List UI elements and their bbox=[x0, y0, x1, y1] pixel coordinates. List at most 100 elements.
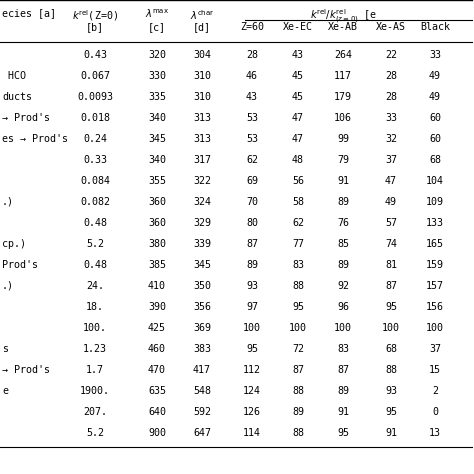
Text: 49: 49 bbox=[429, 71, 441, 81]
Text: 5.2: 5.2 bbox=[86, 239, 104, 249]
Text: 88: 88 bbox=[292, 428, 304, 438]
Text: 157: 157 bbox=[426, 281, 444, 291]
Text: 0.43: 0.43 bbox=[83, 50, 107, 60]
Text: Xe-AB: Xe-AB bbox=[328, 22, 358, 32]
Text: 83: 83 bbox=[337, 344, 349, 354]
Text: 99: 99 bbox=[337, 134, 349, 144]
Text: 15: 15 bbox=[429, 365, 441, 375]
Text: 13: 13 bbox=[429, 428, 441, 438]
Text: 60: 60 bbox=[429, 113, 441, 123]
Text: 109: 109 bbox=[426, 197, 444, 207]
Text: [d]: [d] bbox=[193, 22, 211, 32]
Text: 320: 320 bbox=[148, 50, 166, 60]
Text: 100: 100 bbox=[243, 323, 261, 333]
Text: 104: 104 bbox=[426, 176, 444, 186]
Text: 100: 100 bbox=[334, 323, 352, 333]
Text: 43: 43 bbox=[292, 50, 304, 60]
Text: cp.): cp.) bbox=[2, 239, 26, 249]
Text: 417: 417 bbox=[193, 365, 211, 375]
Text: 96: 96 bbox=[337, 302, 349, 312]
Text: ducts: ducts bbox=[2, 92, 32, 102]
Text: 89: 89 bbox=[337, 260, 349, 270]
Text: 1900.: 1900. bbox=[80, 386, 110, 396]
Text: e: e bbox=[2, 386, 8, 396]
Text: 80: 80 bbox=[246, 218, 258, 228]
Text: Xe-AS: Xe-AS bbox=[376, 22, 406, 32]
Text: 317: 317 bbox=[193, 155, 211, 165]
Text: 48: 48 bbox=[292, 155, 304, 165]
Text: 340: 340 bbox=[148, 113, 166, 123]
Text: 100: 100 bbox=[382, 323, 400, 333]
Text: 28: 28 bbox=[385, 92, 397, 102]
Text: Black: Black bbox=[420, 22, 450, 32]
Text: 91: 91 bbox=[385, 428, 397, 438]
Text: 87: 87 bbox=[385, 281, 397, 291]
Text: 79: 79 bbox=[337, 155, 349, 165]
Text: 592: 592 bbox=[193, 407, 211, 417]
Text: 87: 87 bbox=[246, 239, 258, 249]
Text: 345: 345 bbox=[193, 260, 211, 270]
Text: 635: 635 bbox=[148, 386, 166, 396]
Text: 126: 126 bbox=[243, 407, 261, 417]
Text: 53: 53 bbox=[246, 134, 258, 144]
Text: 28: 28 bbox=[246, 50, 258, 60]
Text: 0.067: 0.067 bbox=[80, 71, 110, 81]
Text: 1.7: 1.7 bbox=[86, 365, 104, 375]
Text: 88: 88 bbox=[292, 281, 304, 291]
Text: 68: 68 bbox=[385, 344, 397, 354]
Text: 89: 89 bbox=[292, 407, 304, 417]
Text: 425: 425 bbox=[148, 323, 166, 333]
Text: 360: 360 bbox=[148, 197, 166, 207]
Text: 87: 87 bbox=[292, 365, 304, 375]
Text: 313: 313 bbox=[193, 113, 211, 123]
Text: 93: 93 bbox=[385, 386, 397, 396]
Text: 89: 89 bbox=[337, 386, 349, 396]
Text: 45: 45 bbox=[292, 92, 304, 102]
Text: 93: 93 bbox=[246, 281, 258, 291]
Text: 322: 322 bbox=[193, 176, 211, 186]
Text: 43: 43 bbox=[246, 92, 258, 102]
Text: 0.082: 0.082 bbox=[80, 197, 110, 207]
Text: 360: 360 bbox=[148, 218, 166, 228]
Text: 313: 313 bbox=[193, 134, 211, 144]
Text: 310: 310 bbox=[193, 92, 211, 102]
Text: 355: 355 bbox=[148, 176, 166, 186]
Text: 28: 28 bbox=[385, 71, 397, 81]
Text: 95: 95 bbox=[385, 302, 397, 312]
Text: 179: 179 bbox=[334, 92, 352, 102]
Text: 18.: 18. bbox=[86, 302, 104, 312]
Text: 81: 81 bbox=[385, 260, 397, 270]
Text: 124: 124 bbox=[243, 386, 261, 396]
Text: 100: 100 bbox=[289, 323, 307, 333]
Text: 87: 87 bbox=[337, 365, 349, 375]
Text: 647: 647 bbox=[193, 428, 211, 438]
Text: 100: 100 bbox=[426, 323, 444, 333]
Text: 68: 68 bbox=[429, 155, 441, 165]
Text: ecies [a]: ecies [a] bbox=[2, 8, 56, 18]
Text: 95: 95 bbox=[385, 407, 397, 417]
Text: 37: 37 bbox=[429, 344, 441, 354]
Text: → Prod's: → Prod's bbox=[2, 113, 50, 123]
Text: 49: 49 bbox=[385, 197, 397, 207]
Text: 0.084: 0.084 bbox=[80, 176, 110, 186]
Text: HCO: HCO bbox=[2, 71, 26, 81]
Text: 383: 383 bbox=[193, 344, 211, 354]
Text: 95: 95 bbox=[292, 302, 304, 312]
Text: 335: 335 bbox=[148, 92, 166, 102]
Text: 33: 33 bbox=[385, 113, 397, 123]
Text: 76: 76 bbox=[337, 218, 349, 228]
Text: 0.48: 0.48 bbox=[83, 260, 107, 270]
Text: 329: 329 bbox=[193, 218, 211, 228]
Text: 95: 95 bbox=[246, 344, 258, 354]
Text: 2: 2 bbox=[432, 386, 438, 396]
Text: 46: 46 bbox=[246, 71, 258, 81]
Text: 37: 37 bbox=[385, 155, 397, 165]
Text: 310: 310 bbox=[193, 71, 211, 81]
Text: s: s bbox=[2, 344, 8, 354]
Text: 0.24: 0.24 bbox=[83, 134, 107, 144]
Text: 1.23: 1.23 bbox=[83, 344, 107, 354]
Text: 207.: 207. bbox=[83, 407, 107, 417]
Text: Xe-EC: Xe-EC bbox=[283, 22, 313, 32]
Text: Prod's: Prod's bbox=[2, 260, 38, 270]
Text: 0.0093: 0.0093 bbox=[77, 92, 113, 102]
